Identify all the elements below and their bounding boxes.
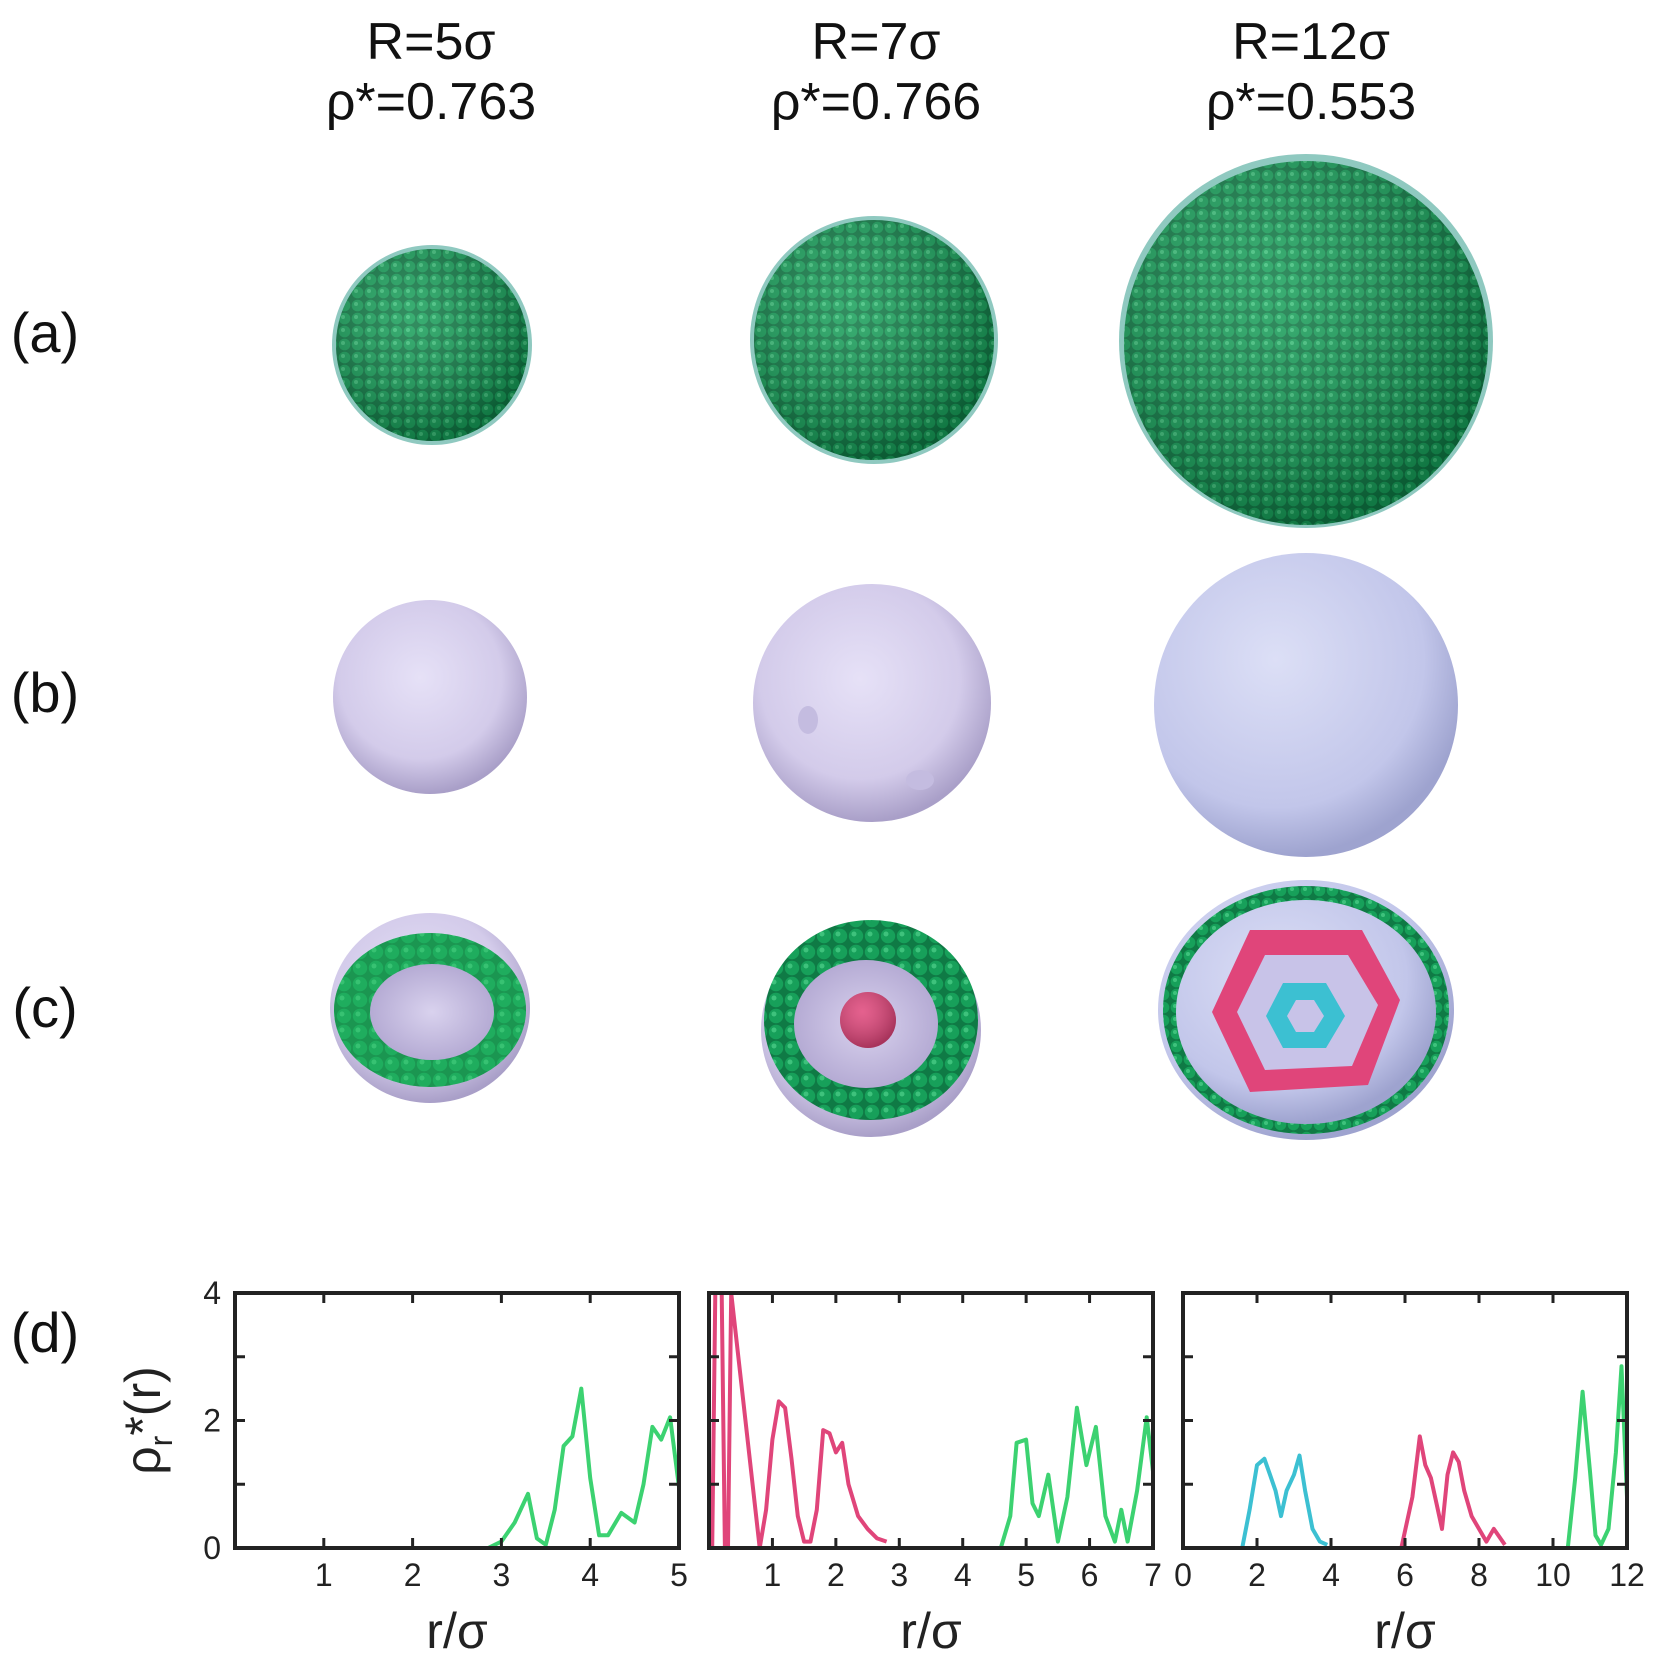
radius-label: R=5σ (366, 13, 496, 71)
row-label-b: (b) (10, 661, 80, 724)
x-axis-label: r/σ (426, 1603, 488, 1659)
density-label: ρ*=0.553 (1205, 73, 1417, 131)
density-label: ρ*=0.763 (325, 73, 537, 131)
x-tick-label: 4 (581, 1557, 599, 1593)
row-label-c: (c) (12, 976, 78, 1039)
density-label: ρ*=0.766 (770, 73, 982, 131)
x-tick-label: 6 (1396, 1557, 1414, 1593)
plot-frame-2 (707, 1291, 1155, 1550)
density-surface-b1 (333, 600, 527, 794)
row-label-d: (d) (10, 1301, 80, 1364)
sphere-a3 (1119, 154, 1493, 528)
y-tick-label: 0 (203, 1530, 221, 1566)
series-line-3-1 (1240, 1453, 1329, 1548)
plot-frame-1 (233, 1291, 681, 1550)
x-tick-label: 10 (1535, 1557, 1571, 1593)
cross-section-c2 (761, 920, 981, 1137)
y-tick-label: 2 (203, 1403, 221, 1439)
simulation-renderings (330, 154, 1493, 1140)
x-tick-label: 2 (1248, 1557, 1266, 1593)
x-tick-label: 1 (764, 1557, 782, 1593)
sphere-a1 (332, 245, 532, 445)
x-tick-label: 4 (954, 1557, 972, 1593)
radius-label: R=12σ (1232, 13, 1390, 71)
x-tick-label: 1 (315, 1557, 333, 1593)
x-tick-label: 8 (1470, 1557, 1488, 1593)
series-line-1-1 (487, 1386, 679, 1548)
series-line-3-2 (1399, 1434, 1507, 1548)
x-tick-label: 2 (404, 1557, 422, 1593)
density-surface-b2 (753, 584, 991, 822)
x-tick-label: 5 (1017, 1557, 1035, 1593)
column-title-2: R=7σ ρ*=0.766 (676, 12, 1076, 132)
x-tick-label: 0 (1174, 1557, 1192, 1593)
x-axis-label: r/σ (900, 1603, 962, 1659)
y-tick-label: 4 (203, 1275, 221, 1311)
x-axis-label: r/σ (1374, 1603, 1436, 1659)
series-line-2-2 (998, 1405, 1153, 1548)
x-tick-label: 2 (827, 1557, 845, 1593)
sphere-a2 (750, 216, 998, 464)
x-tick-label: 3 (890, 1557, 908, 1593)
series-line-3-3 (1565, 1364, 1627, 1548)
series-line-2-1 (710, 1291, 888, 1548)
cross-section-c3 (1158, 880, 1454, 1140)
density-surface-b3 (1154, 553, 1458, 857)
svg-text:ρr*(r): ρr*(r) (115, 1366, 179, 1475)
x-tick-label: 3 (493, 1557, 511, 1593)
radius-label: R=7σ (811, 13, 941, 71)
x-tick-label: 5 (670, 1557, 688, 1593)
y-axis-label: ρr*(r) (115, 1366, 179, 1475)
x-tick-label: 6 (1081, 1557, 1099, 1593)
cross-section-c1 (330, 913, 530, 1103)
row-label-a: (a) (10, 301, 80, 364)
plot-frame-3 (1181, 1291, 1629, 1550)
x-tick-label: 4 (1322, 1557, 1340, 1593)
column-title-1: R=5σ ρ*=0.763 (231, 12, 631, 132)
x-tick-label: 12 (1609, 1557, 1645, 1593)
x-tick-label: 7 (1144, 1557, 1162, 1593)
column-title-3: R=12σ ρ*=0.553 (1111, 12, 1511, 132)
